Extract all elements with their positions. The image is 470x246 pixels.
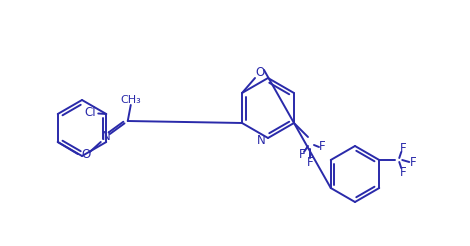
Text: F: F [306, 156, 313, 169]
Text: F: F [298, 149, 306, 162]
Text: Cl: Cl [85, 107, 96, 120]
Text: F: F [400, 141, 407, 154]
Text: O: O [81, 149, 90, 162]
Text: O: O [255, 66, 265, 79]
Text: N: N [102, 130, 110, 143]
Text: CH₃: CH₃ [120, 95, 141, 105]
Text: F: F [319, 140, 325, 154]
Text: F: F [410, 155, 416, 169]
Text: N: N [257, 134, 266, 147]
Text: F: F [400, 166, 407, 179]
